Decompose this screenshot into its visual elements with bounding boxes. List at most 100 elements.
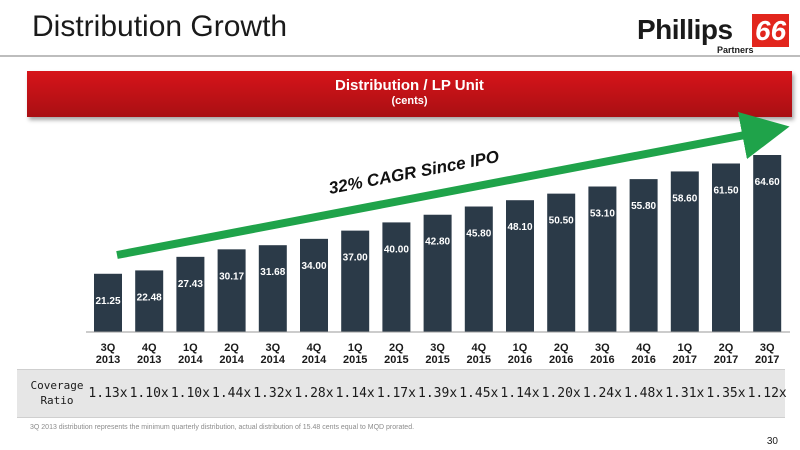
x-tick-label: 4Q [307,342,322,354]
coverage-ratio-value: 1.13x [88,386,128,401]
x-tick-label: 3Q [101,342,116,354]
bar [176,256,205,332]
bar [341,230,370,332]
bar [670,171,699,332]
bar-value-label: 22.48 [137,292,162,303]
x-tick-label: 1Q [348,342,363,354]
bar-value-label: 34.00 [301,261,326,272]
coverage-ratio-value: 1.10x [170,386,210,401]
bar-value-label: 27.43 [178,279,203,290]
x-tick-label: 2017 [755,354,779,366]
logo-shield-number: 66 [752,14,790,47]
x-tick-label: 2017 [714,354,738,366]
company-logo: Phillips 66 Partners [637,14,793,56]
x-tick-label: 2014 [261,354,286,366]
coverage-ratio-value: 1.35x [706,386,746,401]
x-tick-label: 2014 [302,354,327,366]
coverage-ratio-value: 1.32x [253,386,293,401]
bar [135,270,164,332]
chart-title: Distribution / LP Unit [335,77,484,94]
cagr-arrow [116,111,790,259]
bar [464,206,493,332]
bar-value-label: 40.00 [384,244,409,255]
bar-value-label: 53.10 [590,209,615,220]
coverage-ratio-value: 1.17x [376,386,416,401]
coverage-label-line2: Ratio [40,394,74,407]
bar [382,222,411,332]
bar [712,163,740,332]
x-tick-label: 2016 [508,354,532,366]
coverage-ratio-value: 1.45x [459,386,499,401]
bar-value-label: 45.80 [466,229,491,240]
chart-subtitle: (cents) [391,95,428,107]
coverage-ratio-value: 1.28x [294,386,334,401]
x-tick-label: 2016 [590,354,614,366]
x-tick-label: 3Q [430,342,445,354]
bar-value-label: 58.60 [672,193,697,204]
bar-value-label: 31.68 [260,267,285,278]
logo-subtitle: Partners [717,45,754,55]
labels-layer: 21.25 22.48 27.43 30.17 31.68 34.00 37.00 40.00… [95,177,780,307]
x-tick-label: 4Q [471,342,486,354]
x-tick-label: 3Q [595,342,610,354]
bar [588,186,617,332]
coverage-ratio-value: 1.48x [624,386,664,401]
x-tick-label: 2017 [673,354,697,366]
header-divider [0,55,800,57]
coverage-ratio-value: 1.14x [500,386,540,401]
bar [258,245,287,332]
coverage-ratio-value: 1.20x [541,386,581,401]
x-tick-label: 2015 [343,354,367,366]
page-number: 30 [766,436,778,447]
coverage-ratio-label: Coverage Ratio [27,378,87,408]
x-tick-label: 4Q [636,342,651,354]
coverage-ratio-row: Coverage Ratio 1.13x 1.10x 1.10x 1.44x 1.32x… [17,369,787,418]
bar-value-label: 21.25 [95,296,120,307]
x-tick-label: 2Q [554,342,569,354]
x-tick-label: 4Q [142,342,157,354]
bar [506,200,534,332]
coverage-ratio-value: 1.39x [418,386,458,401]
slide-title: Distribution Growth [32,10,288,43]
x-tick-label: 1Q [677,342,692,354]
bar-value-label: 37.00 [343,253,368,264]
x-tick-label: 2Q [224,342,239,354]
coverage-ratio-value: 1.12x [747,386,787,401]
bar [753,155,782,332]
bar [94,273,122,332]
x-tick-label: 2014 [178,354,203,366]
coverage-label-line1: Coverage [30,379,84,392]
bar [423,214,452,332]
bar-value-label: 64.60 [755,177,780,188]
bar [629,179,658,332]
x-tick-label: 3Q [265,342,280,354]
coverage-ratio-value: 1.44x [212,386,252,401]
x-tick-label: 2015 [467,354,491,366]
x-tick-label: 2013 [96,354,120,366]
coverage-ratio-value: 1.31x [665,386,705,401]
x-tick-label: 2013 [137,354,161,366]
bar-value-label: 50.50 [549,216,574,227]
x-tick-label: 2Q [719,342,734,354]
x-tick-label: 2015 [425,354,449,366]
bar [300,238,328,332]
chart-title-banner: Distribution / LP Unit (cents) [27,71,792,117]
bar-value-label: 30.17 [219,271,244,282]
bar-value-label: 61.50 [713,185,738,196]
bar-value-label: 48.10 [507,222,532,233]
x-tick-label: 3Q [760,342,775,354]
coverage-ratio-value: 1.14x [335,386,375,401]
x-tick-label: 2014 [219,354,244,366]
x-tick-label: 2016 [631,354,655,366]
coverage-ratio-value: 1.24x [582,386,622,401]
logo-brand-text: Phillips [637,14,733,45]
x-tick-label: 1Q [513,342,528,354]
footnote: 3Q 2013 distribution represents the mini… [30,424,415,431]
bar-value-label: 42.80 [425,237,450,248]
x-axis-layer: 3Q20134Q20131Q20142Q20143Q20144Q20141Q20… [86,331,790,366]
x-tick-label: 2016 [549,354,573,366]
x-tick-label: 2015 [384,354,408,366]
bar-value-label: 55.80 [631,201,656,212]
bar [547,193,576,332]
